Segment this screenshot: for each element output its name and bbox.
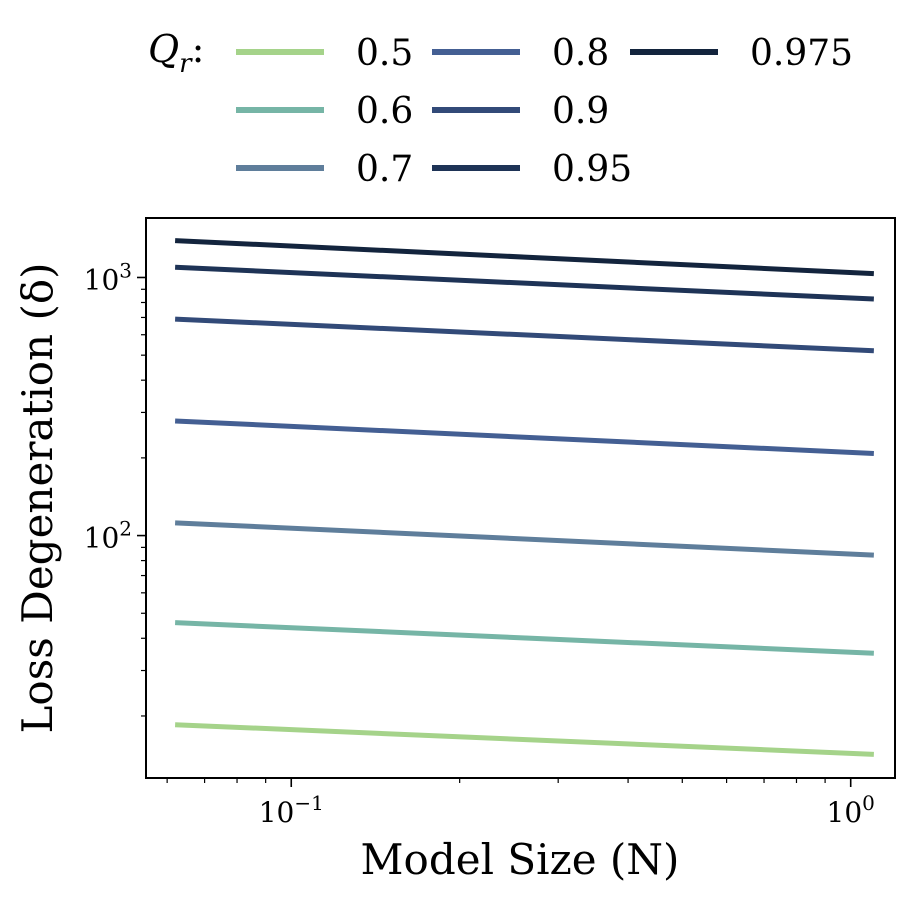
x-tick-label: 10−1 <box>259 791 324 829</box>
series-line-0.6 <box>174 620 874 656</box>
series-line-0.7 <box>174 520 874 558</box>
series-line-0.9 <box>174 316 874 354</box>
major-ticks <box>137 276 852 787</box>
legend-label-0.9: 0.9 <box>552 91 609 132</box>
legend-title-main: Q <box>148 27 179 71</box>
series-line-0.8 <box>174 418 874 456</box>
legend-label-0.7: 0.7 <box>356 149 413 190</box>
tick-labels: 10−1 100 102 103 <box>84 258 875 829</box>
series-line-0.5 <box>175 722 874 757</box>
legend-title: Qr: <box>148 27 204 79</box>
x-tick-label: 100 <box>827 791 875 829</box>
legend-label-0.8: 0.8 <box>552 33 609 74</box>
series-line-0.95 <box>174 264 874 302</box>
legend-title-colon: : <box>192 27 205 71</box>
y-tick-label: 102 <box>84 517 132 555</box>
legend: Qr: 0.5 0.6 0.7 0.8 0.9 0.95 0.975 <box>148 27 853 190</box>
legend-label-0.95: 0.95 <box>552 149 632 190</box>
series-lines <box>174 238 874 757</box>
legend-entries: 0.5 0.6 0.7 0.8 0.9 0.95 0.975 <box>236 33 853 190</box>
legend-label-0.975: 0.975 <box>750 33 853 74</box>
legend-title-subscript: r <box>179 49 193 79</box>
plot-area: 10−1 100 102 103 <box>84 217 896 829</box>
x-axis-label: Model Size (N) <box>361 835 680 884</box>
legend-label-0.5: 0.5 <box>356 33 413 74</box>
series-line-0.975 <box>174 238 874 277</box>
legend-label-0.6: 0.6 <box>356 91 413 132</box>
plot-frame <box>145 217 896 779</box>
y-tick-label: 103 <box>84 258 132 296</box>
y-axis-label: Loss Degeneration (δ) <box>13 263 62 734</box>
